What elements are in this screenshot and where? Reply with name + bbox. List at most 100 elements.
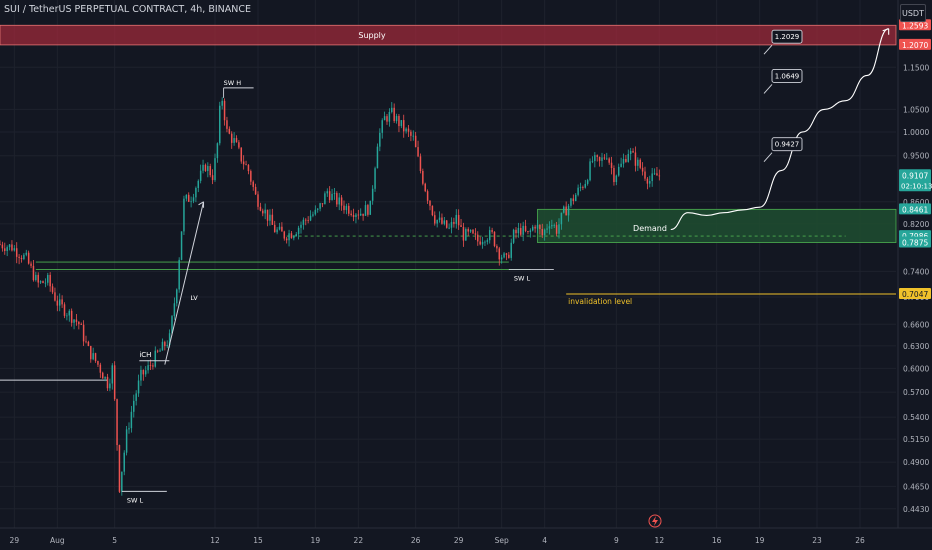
candle-body bbox=[570, 198, 572, 206]
candle-body bbox=[350, 213, 352, 216]
candle-body bbox=[376, 146, 379, 169]
candle-body bbox=[496, 246, 498, 249]
candle-body bbox=[216, 143, 219, 159]
candle-body bbox=[486, 240, 489, 242]
swing-low-label: SW L bbox=[514, 274, 531, 282]
candle-body bbox=[252, 181, 254, 187]
candle-body bbox=[407, 128, 410, 132]
candle-body bbox=[658, 175, 661, 177]
target-leader bbox=[763, 152, 773, 163]
candle-body bbox=[553, 225, 555, 226]
candle-body bbox=[596, 155, 598, 157]
candle-body bbox=[15, 248, 18, 257]
candle-body bbox=[273, 224, 276, 233]
candle-body bbox=[546, 228, 548, 230]
candle-body bbox=[202, 164, 204, 171]
candle-body bbox=[49, 274, 51, 287]
price-tick-label: 0.5400 bbox=[903, 413, 929, 422]
candle-body bbox=[278, 226, 281, 230]
lv-label: LV bbox=[190, 294, 198, 302]
events-lightning-icon[interactable] bbox=[648, 514, 662, 528]
candle-body bbox=[54, 292, 56, 301]
candle-body bbox=[651, 173, 653, 182]
candle-body bbox=[30, 263, 32, 266]
candle-body bbox=[601, 157, 603, 161]
candle-body bbox=[498, 248, 501, 260]
candle-body bbox=[398, 115, 400, 127]
candle-body bbox=[560, 212, 563, 225]
candle-body bbox=[610, 162, 613, 169]
target-box bbox=[771, 29, 803, 44]
candle-body bbox=[221, 100, 223, 106]
candle-body bbox=[424, 183, 426, 192]
candle-body bbox=[66, 315, 68, 317]
price-tag-countdown: 02:10:13 bbox=[901, 182, 932, 190]
candle-body bbox=[314, 209, 317, 215]
candle-body bbox=[125, 429, 128, 453]
price-tag bbox=[899, 236, 931, 248]
candle-body bbox=[336, 193, 338, 205]
price-tag bbox=[899, 203, 931, 215]
candle-body bbox=[644, 171, 646, 179]
candle-body bbox=[101, 372, 104, 379]
candle-body bbox=[264, 209, 266, 214]
candle-body bbox=[166, 345, 168, 347]
candle-body bbox=[144, 370, 147, 375]
candle-body bbox=[20, 257, 23, 260]
candle-body bbox=[434, 215, 436, 224]
candle-body bbox=[529, 230, 532, 232]
candle-body bbox=[484, 241, 486, 243]
time-axis-panel bbox=[0, 528, 932, 550]
candle-body bbox=[441, 217, 443, 224]
candle-body bbox=[235, 138, 238, 143]
candle-body bbox=[293, 236, 295, 239]
candle-body bbox=[646, 178, 649, 184]
candle-body bbox=[319, 203, 321, 209]
candle-body bbox=[639, 159, 641, 168]
candle-body bbox=[190, 201, 192, 203]
candle-body bbox=[443, 220, 446, 224]
price-tick-label: 0.6300 bbox=[903, 342, 929, 351]
candle-body bbox=[379, 132, 381, 147]
candle-body bbox=[512, 229, 515, 243]
candle-body bbox=[414, 135, 417, 148]
time-tick-label: 29 bbox=[10, 536, 20, 545]
candle-body bbox=[417, 147, 419, 157]
candle-body bbox=[135, 393, 137, 401]
candle-body bbox=[80, 324, 82, 325]
time-tick-label: 19 bbox=[755, 536, 765, 545]
candle-body bbox=[388, 111, 391, 122]
time-tick-label: 15 bbox=[253, 536, 263, 545]
candle-body bbox=[534, 226, 536, 229]
candle-body bbox=[364, 205, 367, 216]
candle-body bbox=[429, 200, 431, 206]
candle-body bbox=[297, 227, 300, 235]
currency-selector[interactable]: USDT bbox=[900, 4, 926, 22]
candle-body bbox=[56, 300, 59, 306]
candle-body bbox=[4, 248, 6, 251]
candle-body bbox=[632, 151, 634, 153]
candle-body bbox=[180, 231, 183, 260]
candle-body bbox=[137, 380, 140, 394]
candle-body bbox=[219, 105, 221, 144]
swing-low-label: SW L bbox=[127, 496, 144, 504]
candle-body bbox=[617, 166, 620, 176]
candle-body bbox=[288, 233, 290, 241]
candle-body bbox=[594, 155, 596, 161]
candle-body bbox=[460, 225, 462, 227]
candle-body bbox=[412, 135, 415, 137]
candle-body bbox=[450, 222, 453, 228]
candle-body bbox=[405, 128, 407, 132]
candle-body bbox=[197, 180, 200, 188]
candle-body bbox=[345, 205, 348, 211]
candle-body bbox=[343, 205, 345, 211]
candle-body bbox=[362, 213, 364, 216]
candle-body bbox=[445, 220, 448, 228]
candle-body bbox=[42, 281, 44, 283]
candle-body bbox=[367, 205, 369, 215]
lv-arrow-head bbox=[198, 201, 205, 208]
supply-zone bbox=[0, 24, 897, 46]
time-tick-label: 29 bbox=[454, 536, 464, 545]
